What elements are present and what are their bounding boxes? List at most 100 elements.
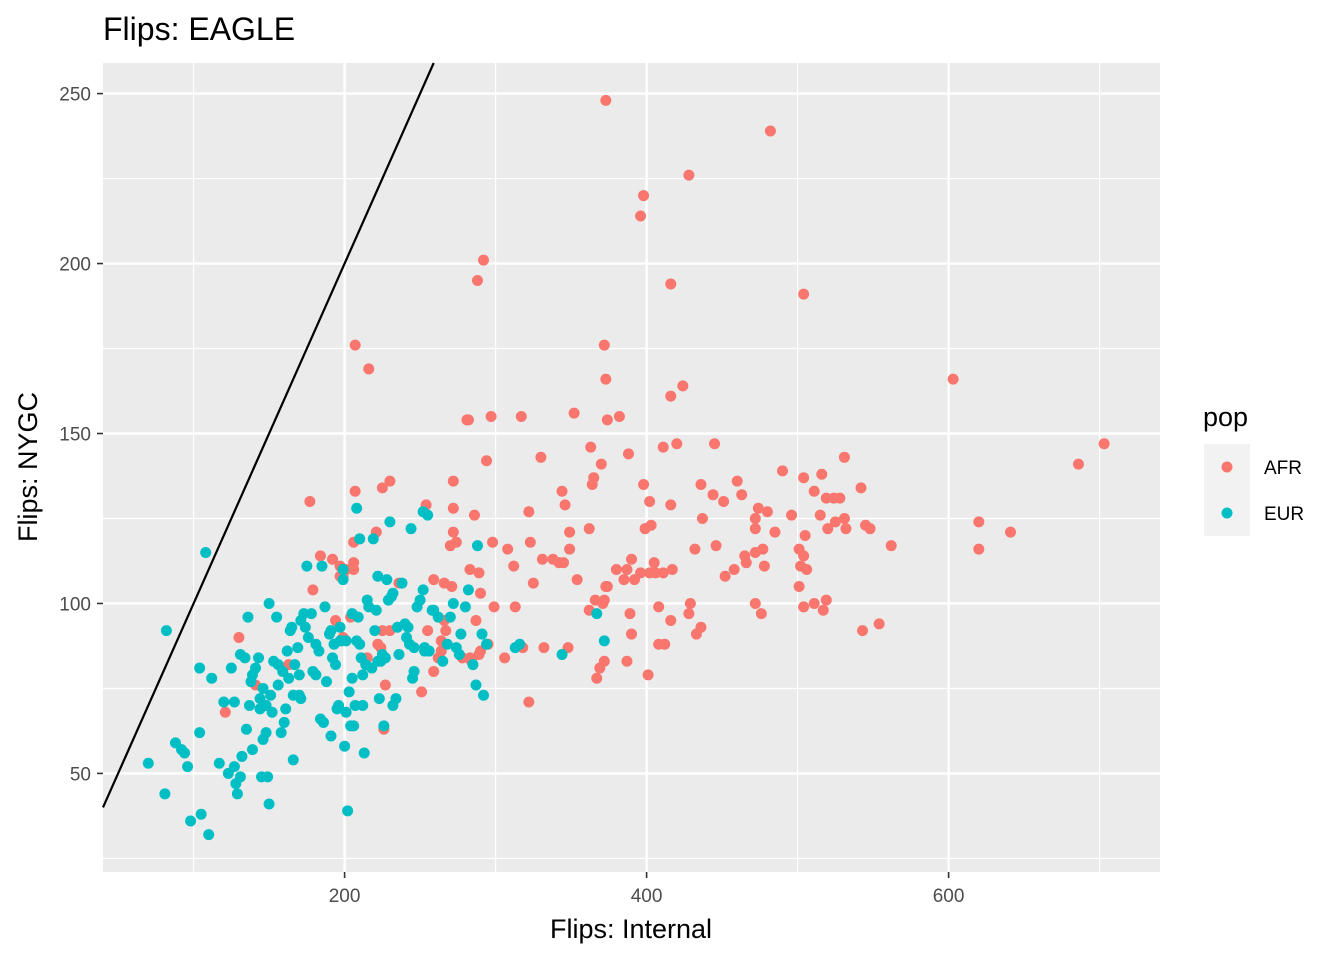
point-eur: [286, 621, 298, 633]
point-afr: [650, 567, 662, 579]
point-eur: [265, 689, 277, 701]
point-afr: [624, 608, 636, 620]
point-eur: [263, 798, 275, 810]
point-afr: [600, 373, 612, 385]
point-afr: [798, 288, 810, 300]
point-eur: [305, 608, 317, 620]
point-eur: [277, 665, 289, 677]
plot-panel: [103, 63, 1160, 872]
point-afr: [595, 458, 607, 470]
point-eur: [556, 648, 568, 660]
point-afr: [473, 567, 485, 579]
point-afr: [683, 169, 695, 181]
point-afr: [349, 485, 361, 497]
point-eur: [348, 720, 360, 732]
point-afr: [793, 580, 805, 592]
point-afr: [523, 696, 535, 708]
point-afr: [642, 669, 654, 681]
point-afr: [665, 390, 677, 402]
data-points: [142, 94, 1110, 841]
point-afr: [488, 601, 500, 613]
point-afr: [777, 465, 788, 477]
point-afr: [657, 441, 669, 453]
point-afr: [814, 509, 826, 521]
point-eur: [239, 652, 251, 664]
point-eur: [514, 638, 526, 650]
point-afr: [638, 478, 650, 490]
point-afr: [509, 601, 521, 613]
point-eur: [159, 788, 171, 800]
point-afr: [885, 540, 897, 552]
point-afr: [524, 536, 536, 548]
point-eur: [437, 655, 449, 667]
point-eur: [302, 631, 314, 643]
x-tick-label: 200: [329, 886, 361, 907]
point-eur: [275, 727, 287, 739]
point-eur: [337, 574, 349, 586]
point-afr: [485, 411, 497, 423]
point-afr: [508, 560, 520, 572]
point-eur: [253, 652, 265, 664]
point-eur: [334, 621, 346, 633]
point-afr: [464, 563, 476, 575]
point-eur: [263, 597, 275, 609]
point-eur: [346, 672, 358, 684]
point-afr: [622, 448, 634, 460]
point-eur: [408, 665, 420, 677]
point-afr: [644, 495, 656, 507]
point-afr: [471, 275, 483, 287]
reference-line: [101, 62, 435, 808]
point-afr: [648, 557, 660, 569]
point-eur: [333, 699, 345, 711]
point-eur: [402, 621, 414, 633]
point-afr: [684, 597, 696, 609]
point-eur: [299, 621, 311, 633]
point-afr: [600, 580, 612, 592]
point-afr: [416, 686, 428, 698]
point-eur: [225, 662, 237, 674]
point-afr: [583, 523, 595, 535]
point-afr: [695, 621, 707, 633]
point-eur: [396, 577, 408, 589]
point-afr: [558, 557, 570, 569]
point-eur: [325, 625, 337, 637]
point-afr: [857, 625, 869, 637]
legend-title: pop: [1203, 402, 1248, 432]
point-afr: [671, 438, 683, 450]
point-afr: [761, 506, 773, 518]
point-afr: [709, 438, 721, 450]
point-eur: [271, 611, 283, 623]
point-afr: [438, 577, 450, 589]
point-afr: [798, 550, 810, 562]
legend: pop AFR EUR: [1203, 402, 1304, 536]
point-afr: [556, 485, 568, 497]
point-afr: [822, 523, 834, 535]
point-afr: [515, 411, 527, 423]
point-eur: [372, 570, 384, 582]
point-afr: [502, 543, 514, 555]
point-eur: [441, 638, 453, 650]
series-afr: [219, 94, 1110, 735]
point-afr: [645, 519, 657, 531]
point-afr: [864, 523, 876, 535]
point-eur: [260, 727, 272, 739]
point-afr: [638, 190, 650, 202]
point-afr: [447, 502, 459, 514]
y-axis-title: Flips: NYGC: [13, 392, 43, 542]
point-afr: [428, 665, 440, 677]
point-afr: [1072, 458, 1084, 470]
point-afr: [817, 604, 829, 616]
point-afr: [598, 339, 610, 351]
point-afr: [739, 550, 751, 562]
point-eur: [467, 659, 479, 671]
x-tick-label: 600: [933, 886, 965, 907]
point-afr: [683, 608, 695, 620]
point-eur: [340, 706, 352, 718]
point-eur: [243, 699, 255, 711]
point-eur: [481, 638, 493, 650]
point-afr: [816, 468, 828, 480]
point-eur: [142, 757, 154, 769]
point-afr: [536, 553, 548, 565]
point-eur: [287, 754, 299, 766]
point-eur: [422, 509, 434, 521]
